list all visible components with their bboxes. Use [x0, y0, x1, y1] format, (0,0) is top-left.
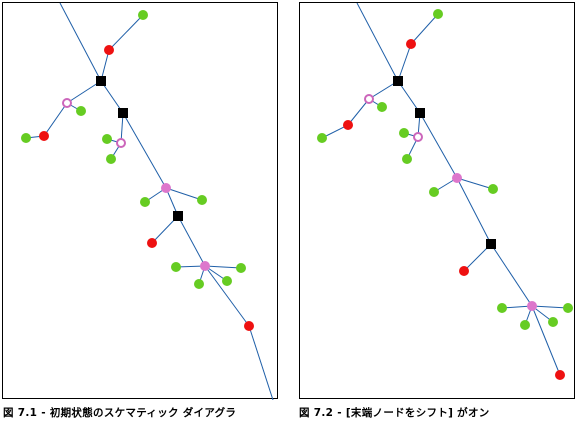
- junction-node: [415, 108, 425, 118]
- red-end-node: [147, 238, 157, 248]
- green-end-node: [520, 320, 530, 330]
- green-end-node: [171, 262, 181, 272]
- schematic-diagram-shifted: [317, 3, 573, 380]
- figure-caption-shifted: 図 7.2 - [末端ノードをシフト] がオン: [299, 407, 490, 419]
- green-end-node: [21, 133, 31, 143]
- red-end-node: [343, 120, 353, 130]
- green-end-node: [497, 303, 507, 313]
- junction-node: [486, 239, 496, 249]
- red-end-node: [104, 45, 114, 55]
- green-end-node: [102, 134, 112, 144]
- red-end-node: [39, 131, 49, 141]
- figure-caption-initial: 図 7.1 - 初期状態のスケマティック ダイアグラ: [3, 407, 237, 419]
- green-end-node: [548, 317, 558, 327]
- red-end-node: [406, 39, 416, 49]
- pink-node: [452, 173, 462, 183]
- diagram-panel-shifted: [299, 2, 575, 399]
- pink-ring-node: [364, 94, 374, 104]
- green-end-node: [138, 10, 148, 20]
- green-end-node: [488, 184, 498, 194]
- green-end-node: [76, 106, 86, 116]
- green-end-node: [563, 303, 573, 313]
- pink-ring-node: [413, 132, 423, 142]
- green-end-node: [402, 154, 412, 164]
- junction-node: [118, 108, 128, 118]
- junction-node: [96, 76, 106, 86]
- red-end-node: [244, 321, 254, 331]
- green-end-node: [236, 263, 246, 273]
- green-end-node: [377, 102, 387, 112]
- green-end-node: [399, 128, 409, 138]
- pink-ring-node: [62, 98, 72, 108]
- pink-ring-node: [116, 138, 126, 148]
- red-end-node: [459, 266, 469, 276]
- green-end-node: [140, 197, 150, 207]
- pink-node: [161, 183, 171, 193]
- schematic-diagram-initial: [21, 3, 274, 400]
- green-end-node: [433, 9, 443, 19]
- green-end-node: [429, 187, 439, 197]
- green-end-node: [106, 154, 116, 164]
- green-end-node: [197, 195, 207, 205]
- green-end-node: [222, 276, 232, 286]
- diagram-panel-initial: [2, 2, 278, 400]
- junction-node: [393, 76, 403, 86]
- junction-node: [173, 211, 183, 221]
- pink-node: [527, 301, 537, 311]
- red-end-node: [555, 370, 565, 380]
- green-end-node: [317, 133, 327, 143]
- pink-node: [200, 261, 210, 271]
- green-end-node: [194, 279, 204, 289]
